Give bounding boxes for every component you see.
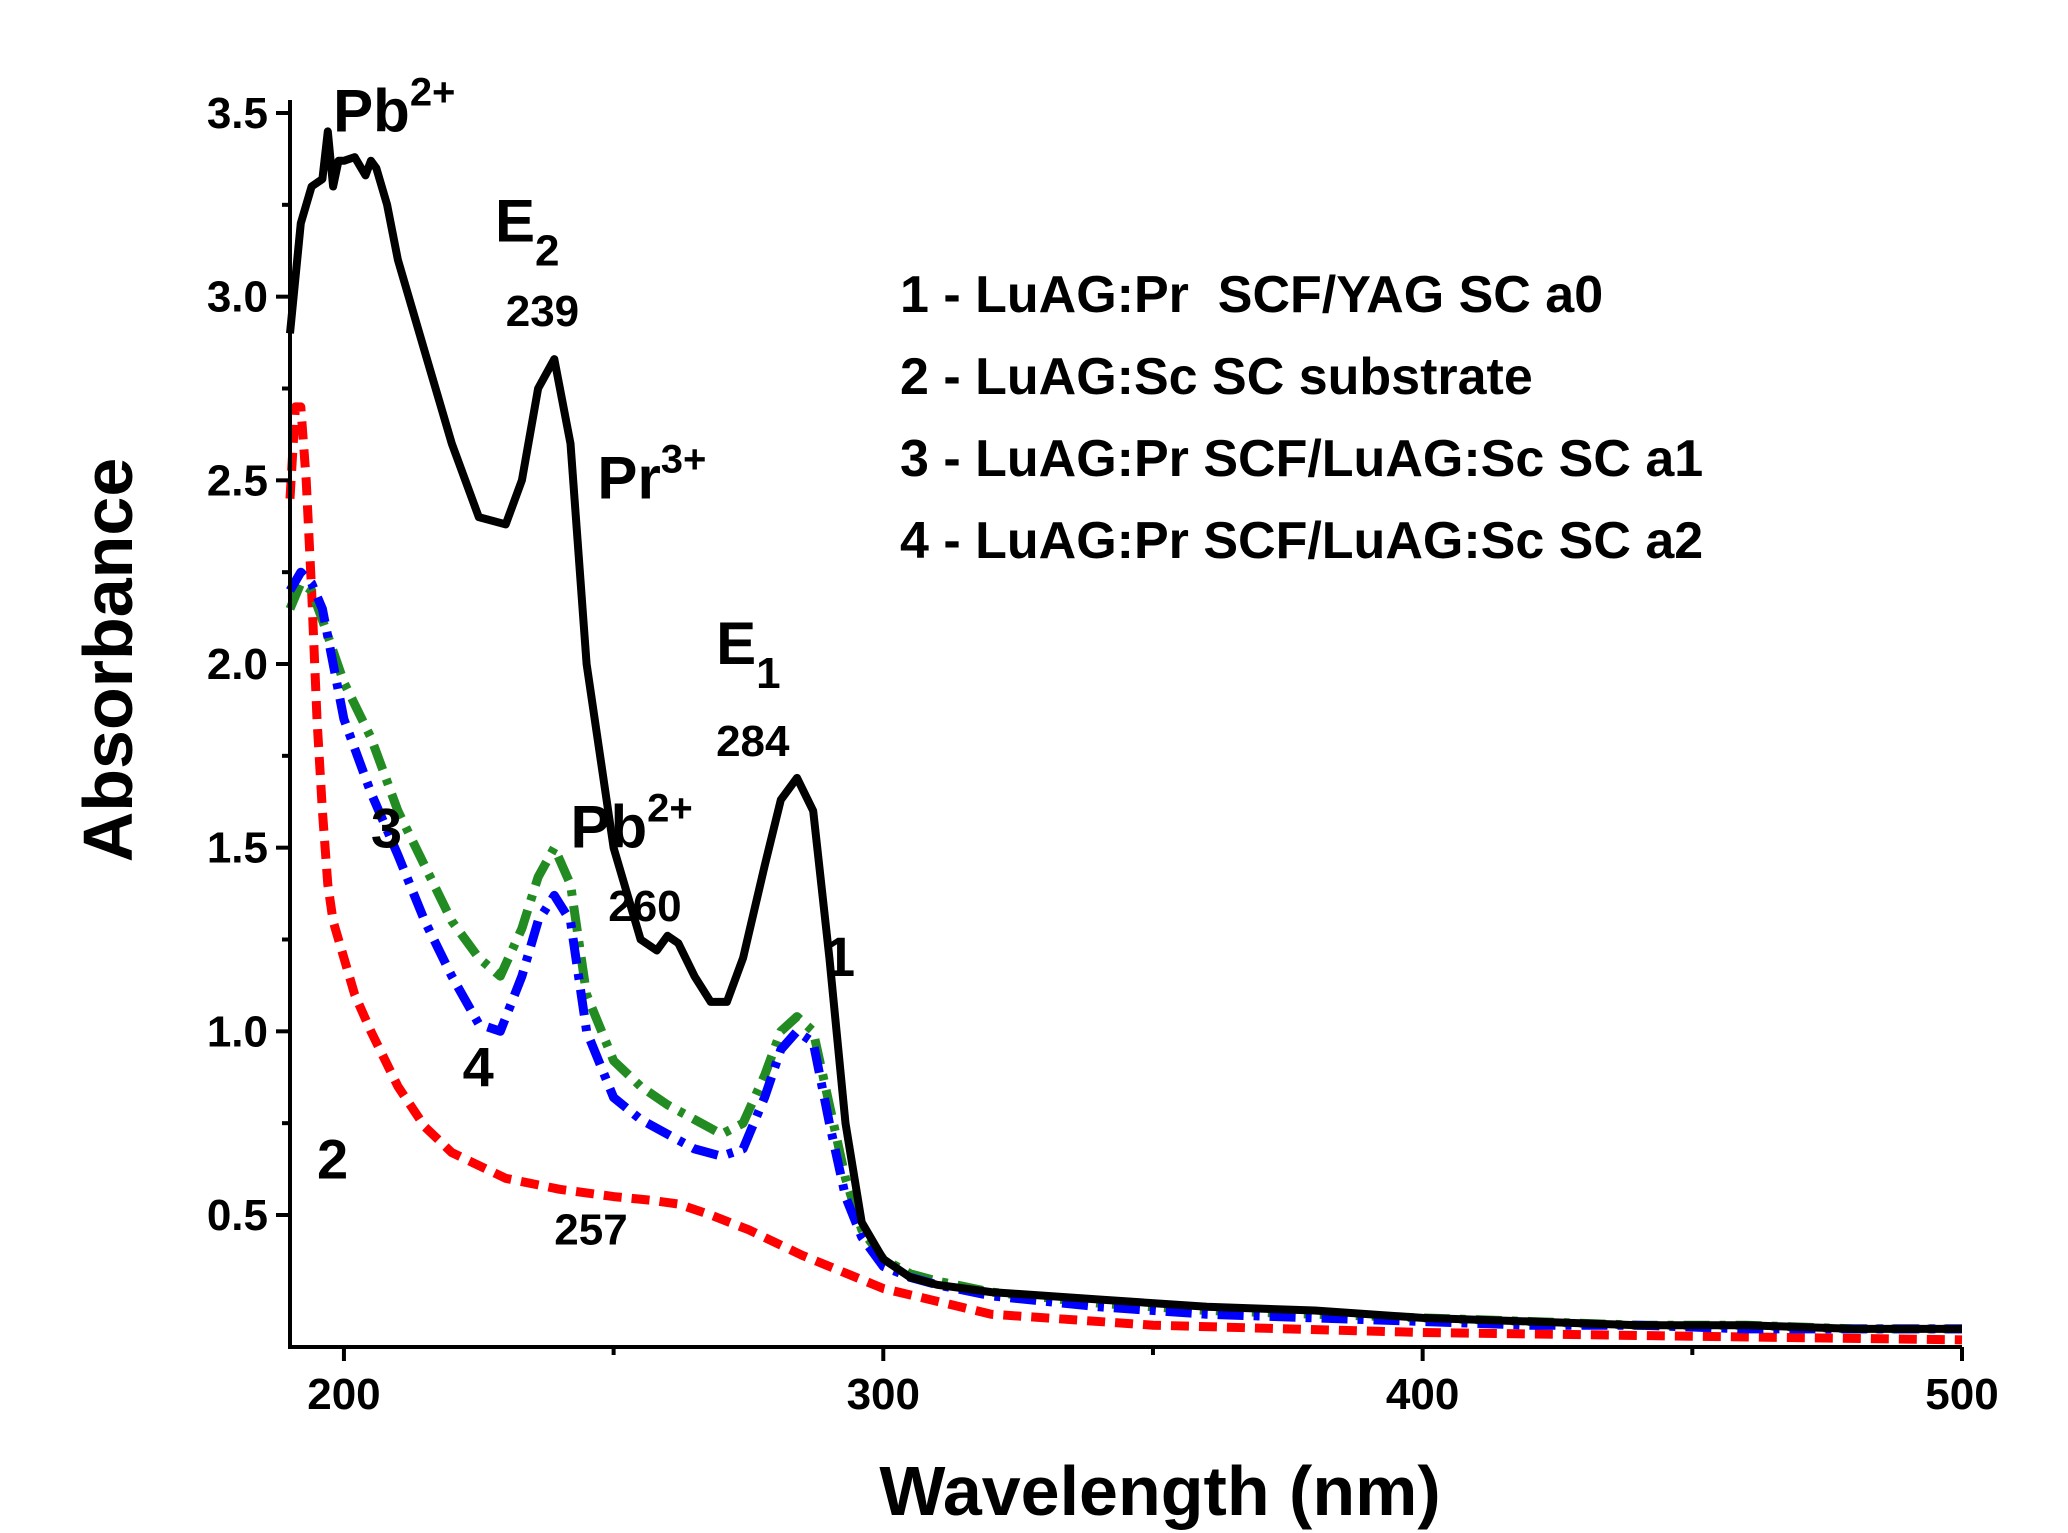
legend-entry-1: 1 - LuAG:Pr SCF/YAG SC a0 [900, 266, 1603, 324]
annotation-9: 3 [371, 797, 402, 860]
series-layer [285, 127, 1963, 1345]
annotation-5: 284 [716, 717, 790, 766]
annotation-1: E2 [495, 188, 560, 276]
x-tick-label: 500 [1925, 1370, 1998, 1419]
y-tick-label: 3.0 [207, 273, 268, 322]
annotation-11: 2 [317, 1127, 348, 1190]
annotation-4: E1 [716, 610, 781, 698]
annotation-2: 239 [506, 287, 579, 336]
x-axis-title: Wavelength (nm) [879, 1452, 1440, 1530]
annotation-12: 257 [554, 1205, 627, 1254]
legend-entry-4: 4 - LuAG:Pr SCF/LuAG:Sc SC a2 [900, 512, 1703, 570]
y-tick-label: 3.5 [207, 89, 268, 138]
legend: 1 - LuAG:Pr SCF/YAG SC a0 2 - LuAG:Sc SC… [900, 266, 1703, 570]
annotation-0: Pb2+ [333, 70, 455, 144]
series-2-line [285, 402, 1963, 1345]
tick-layer: 200 300 400 500 0.5 1.0 1.5 2.0 2.5 3.0 3.5 [207, 89, 1999, 1419]
x-tick-label: 300 [847, 1370, 920, 1419]
annotation-layer: Pb2+ E2 239 Pr3+ E1 284 Pb2+ 260 1 3 4 2 257 [317, 70, 855, 1254]
y-tick-label: 1.5 [207, 824, 268, 873]
legend-entry-2: 2 - LuAG:Sc SC substrate [900, 348, 1533, 406]
annotation-10: 4 [463, 1035, 494, 1098]
annotation-3: Pr3+ [597, 438, 706, 512]
y-tick-label: 0.5 [207, 1191, 268, 1240]
x-tick-label: 400 [1386, 1370, 1459, 1419]
annotation-7: 260 [608, 882, 681, 931]
series-4-line [286, 567, 1962, 1334]
series-1-line [286, 127, 1962, 1333]
y-tick-label: 2.5 [207, 456, 268, 505]
annotation-8: 1 [824, 925, 855, 988]
legend-entry-3: 3 - LuAG:Pr SCF/LuAG:Sc SC a1 [900, 430, 1703, 488]
y-tick-label: 1.0 [207, 1007, 268, 1056]
y-axis-title: Absorbance [69, 458, 147, 863]
annotation-6: Pb2+ [570, 787, 692, 861]
x-tick-label: 200 [307, 1370, 380, 1419]
y-tick-label: 2.0 [207, 640, 268, 689]
